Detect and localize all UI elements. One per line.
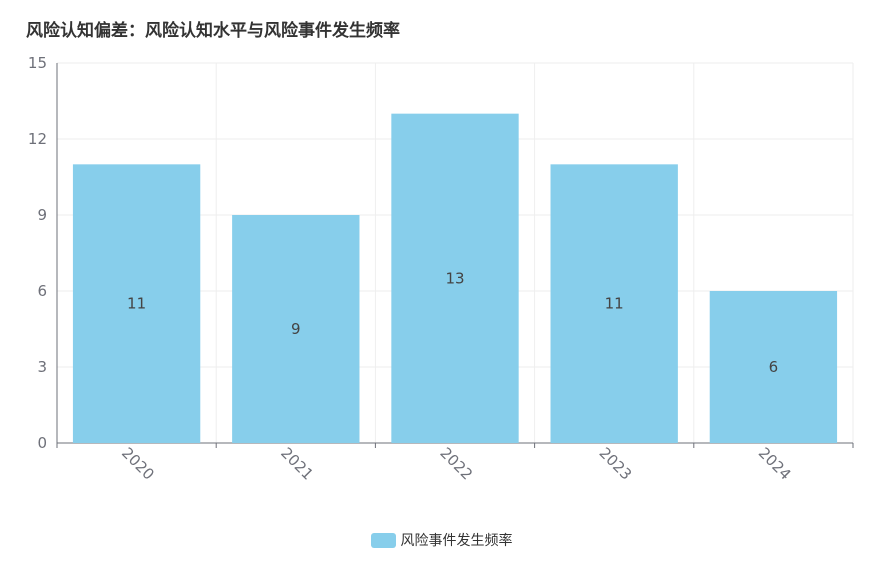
data-label: 9	[291, 320, 301, 338]
x-tick-label: 2020	[118, 444, 158, 484]
data-label: 6	[769, 358, 779, 376]
legend-label[interactable]: 风险事件发生频率	[400, 533, 513, 549]
bar	[709, 291, 838, 443]
x-tick-label: 2021	[277, 444, 317, 484]
bar	[391, 113, 519, 444]
x-tick-label: 2023	[596, 444, 636, 484]
bar	[550, 164, 678, 444]
legend[interactable]: 风险事件发生频率	[0, 530, 883, 550]
data-label: 11	[127, 295, 146, 313]
y-tick-label: 0	[37, 434, 47, 452]
y-tick-label: 9	[37, 206, 47, 224]
x-tick-label: 2022	[436, 444, 476, 484]
bar	[72, 164, 201, 444]
bar	[232, 215, 360, 443]
y-tick-label: 12	[28, 130, 47, 148]
chart-title: 风险认知偏差：风险认知水平与风险事件发生频率	[26, 21, 400, 41]
data-label: 11	[605, 295, 624, 313]
legend-swatch[interactable]	[370, 532, 396, 548]
data-label: 13	[445, 269, 464, 287]
y-tick-label: 6	[37, 282, 47, 300]
x-tick-label: 2024	[755, 444, 795, 484]
y-tick-label: 3	[37, 358, 47, 376]
bars	[72, 113, 838, 444]
y-tick-label: 15	[28, 54, 47, 72]
